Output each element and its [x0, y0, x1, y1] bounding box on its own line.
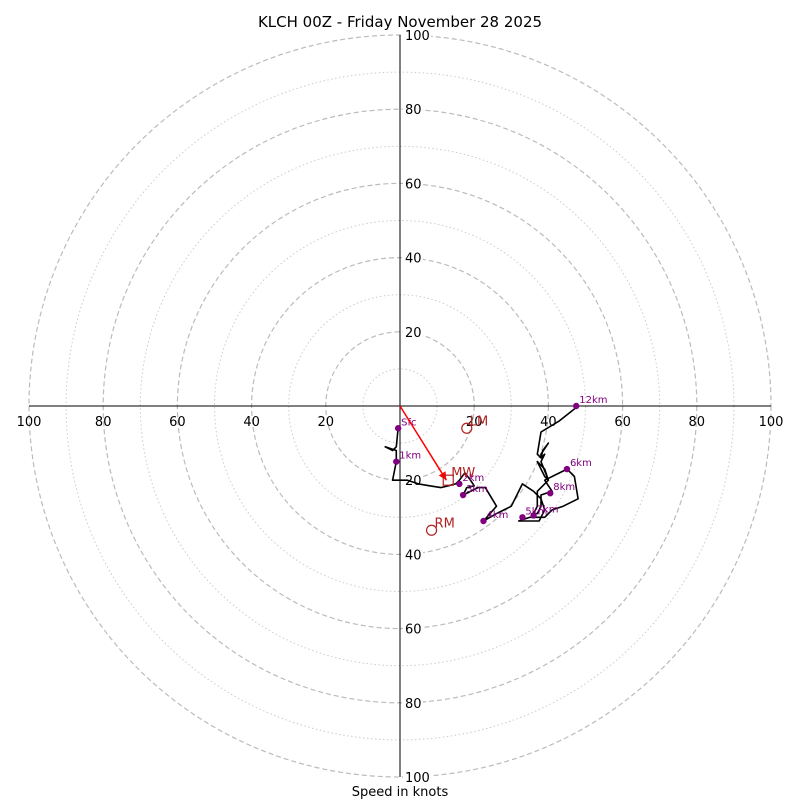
height-label-4km: 4km: [486, 510, 508, 521]
height-point-5km: [519, 514, 526, 521]
tick-label-left-40: 40: [243, 415, 260, 430]
storm-motion-markers: LM MW RM: [399, 405, 488, 536]
tick-label-right-60: 60: [614, 415, 631, 430]
height-point-4km: [480, 517, 487, 525]
tick-bg-up-40: [403, 249, 423, 265]
tick-label-down-60: 60: [405, 623, 422, 638]
height-label-6km: 6km: [570, 458, 592, 469]
height-point-8km: [547, 489, 554, 497]
tick-label-down-40: 40: [405, 548, 422, 563]
tick-label-right-80: 80: [689, 415, 706, 430]
marker-LM: [461, 422, 473, 434]
tick-label-left-20: 20: [318, 415, 335, 430]
marker-label-MW: MW: [451, 466, 475, 481]
height-point-1km: [393, 458, 400, 465]
tick-label-down-100: 100: [405, 771, 430, 786]
tick-label-up-100: 100: [405, 29, 430, 44]
tick-label-right-40: 40: [540, 415, 557, 430]
x-axis-label: Speed in knots: [352, 785, 449, 800]
tick-bg-down-60: [403, 620, 423, 636]
tick-label-down-80: 80: [405, 697, 422, 712]
marker-label-LM: LM: [470, 414, 488, 429]
tick-bg-down-100: [403, 769, 431, 784]
height-point-2km: [456, 480, 463, 488]
height-label-3km: 3km: [466, 484, 488, 495]
height-label-7km: 7km: [537, 504, 559, 515]
tick-label-left-80: 80: [95, 415, 112, 430]
height-label-1km: 1km: [399, 451, 421, 462]
tick-label-up-80: 80: [405, 103, 422, 118]
height-point-7km: [530, 512, 537, 519]
tick-label-right-100: 100: [759, 415, 784, 430]
tick-label-right-20: 20: [466, 415, 483, 430]
height-label-5km: 5km: [525, 506, 547, 517]
mean-wind-arrowhead: [438, 471, 447, 481]
height-point-6km: [563, 465, 571, 473]
marker-RM: [425, 524, 438, 536]
tick-bg-up-60: [403, 175, 423, 191]
tick-bg-up-80: [403, 101, 423, 117]
height-label-2km: 2km: [462, 473, 484, 484]
tick-label-left-100: 100: [17, 415, 42, 430]
height-point-Sfc: [394, 425, 402, 432]
tick-bg-up-20: [403, 323, 423, 339]
tick-label-up-40: 40: [405, 252, 422, 267]
tick-label-up-20: 20: [405, 326, 422, 341]
tick-label-up-60: 60: [405, 177, 422, 192]
tick-bg-up-100: [403, 27, 431, 42]
tick-bg-down-40: [403, 546, 423, 562]
tick-labels: 2020202040404040606060608080808010010010…: [17, 27, 784, 786]
marker-label-RM: RM: [435, 516, 455, 531]
tick-bg-down-80: [403, 694, 423, 710]
chart-title: KLCH 00Z - Friday November 28 2025: [258, 13, 542, 31]
height-label-Sfc: Sfc: [401, 417, 416, 428]
height-label-12km: 12km: [579, 395, 607, 406]
tick-label-left-60: 60: [169, 415, 186, 430]
mean-wind-arrow: [399, 405, 448, 481]
height-label-8km: 8km: [553, 482, 575, 493]
height-point-3km: [459, 491, 467, 499]
height-point-12km: [573, 402, 580, 410]
marker-MW: [442, 474, 454, 486]
